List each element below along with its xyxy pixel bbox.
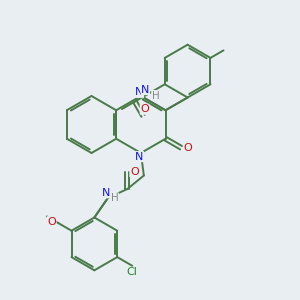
Text: H: H xyxy=(152,91,160,100)
Text: N: N xyxy=(141,85,150,94)
Text: H: H xyxy=(111,193,118,203)
Text: O: O xyxy=(140,104,149,114)
Text: O: O xyxy=(130,167,139,177)
Text: O: O xyxy=(47,217,56,227)
Text: Cl: Cl xyxy=(127,267,138,278)
Text: N: N xyxy=(135,152,144,162)
Text: N: N xyxy=(102,188,111,198)
Text: N: N xyxy=(135,87,144,98)
Text: O: O xyxy=(183,143,192,153)
